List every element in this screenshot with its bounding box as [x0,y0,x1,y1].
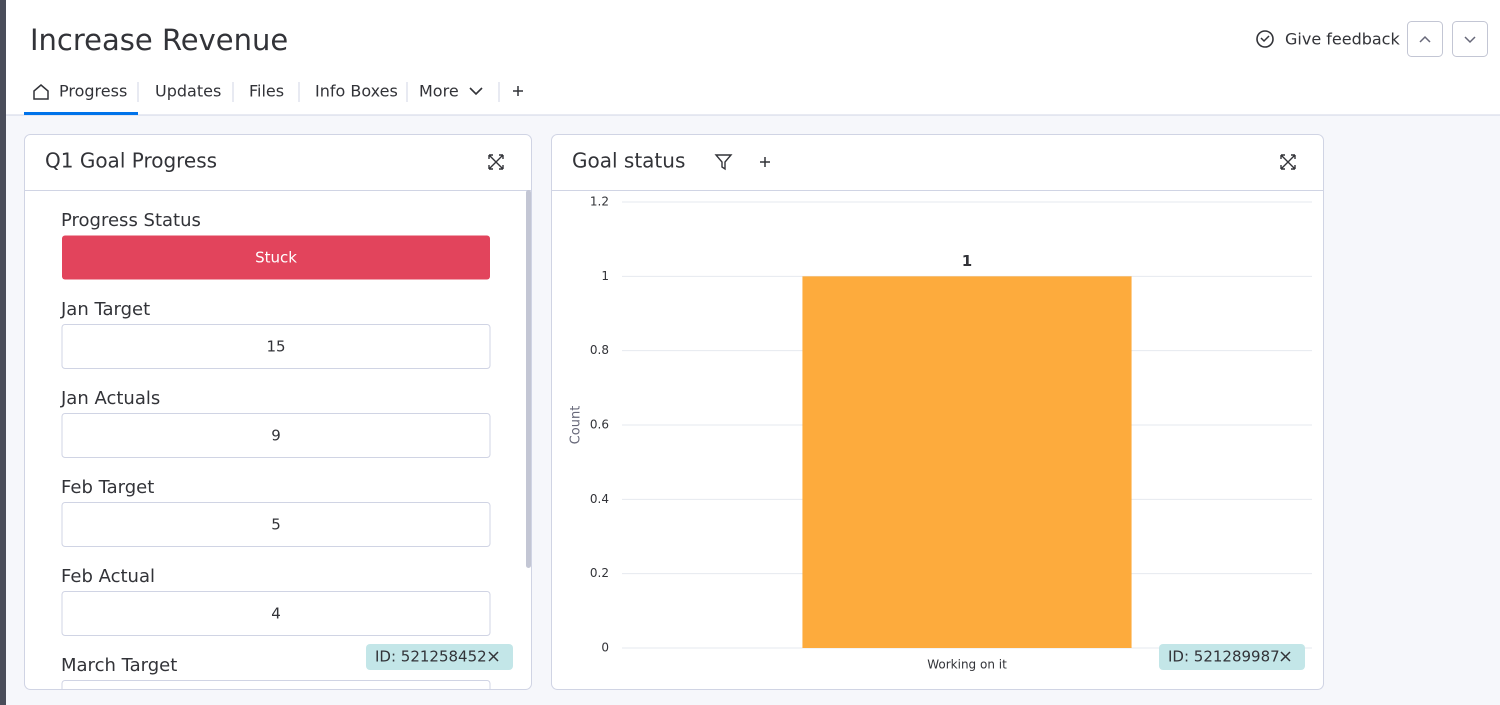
id-tag [366,644,513,670]
field-value: 5 [271,516,281,534]
id-tag-label: ID: 521258452 [375,648,487,666]
field-value: Stuck [255,249,297,267]
field-value: 4 [271,605,281,623]
bar[interactable] [802,276,1132,648]
tab[interactable]: Updates [155,82,221,101]
filter-icon[interactable] [714,154,733,171]
active-tab-indicator [24,112,138,115]
expand-icon[interactable] [488,154,504,170]
field-box[interactable] [61,324,491,369]
feedback-label[interactable]: Give feedback [1285,30,1400,49]
home-icon [33,84,49,100]
tab[interactable]: Files [249,82,284,101]
side-edge [0,0,6,705]
id-tag-label: ID: 521289987 [1168,648,1280,666]
y-tick-label: 1.2 [590,195,609,209]
header-bg [0,0,1500,115]
y-tick-label: 0.2 [590,566,609,580]
field-box[interactable] [61,413,491,458]
field-value: 15 [266,338,285,356]
y-tick-label: 0.4 [590,492,609,506]
y-axis-label: Count [569,406,584,445]
field-label: March Target [61,655,177,676]
chart: Count 0 0.2 0.4 0.6 0.8 1 1.2 Working on it 1 [569,195,1312,672]
field-label: Feb Target [61,477,154,498]
y-tick-label: 0.8 [590,343,609,357]
add-icon[interactable] [760,157,770,167]
id-tag [1159,644,1305,670]
card-title: Q1 Goal Progress [45,149,217,173]
page-title: Increase Revenue [30,23,288,57]
x-tick-label: Working on it [927,658,1007,672]
status-pill[interactable] [62,235,490,280]
prev-button[interactable] [1407,21,1443,57]
y-tick-label: 1 [601,269,609,283]
id-tag-close[interactable] [1280,651,1291,662]
fields: Progress Status Stuck Jan Target 15 Jan Actu… [60,210,491,705]
field-label: Progress Status [61,210,201,231]
scrollbar[interactable] [526,190,531,568]
data-label: 1 [962,252,972,270]
card-title: Goal status [572,149,685,173]
tab[interactable]: Info Boxes [315,82,398,101]
tab[interactable]: Progress [59,82,127,101]
add-tab[interactable] [513,86,523,96]
id-tag-close[interactable] [488,651,499,662]
field-box[interactable] [61,680,491,705]
field-box[interactable] [61,502,491,547]
tab[interactable]: More [419,82,459,101]
field-label: Jan Target [60,299,150,320]
tabs: Progress Updates Files Info Boxes More [59,82,459,102]
field-label: Jan Actuals [60,388,160,409]
y-tick-label: 0 [601,641,609,655]
more-chevron[interactable] [469,87,483,96]
feedback-button[interactable]: Give feedback [1256,30,1400,49]
expand-icon[interactable] [1280,154,1296,170]
field-box[interactable] [61,591,491,636]
field-value: 9 [271,427,281,445]
next-button[interactable] [1452,21,1488,57]
y-tick-label: 0.6 [590,418,609,432]
field-label: Feb Actual [61,566,155,587]
